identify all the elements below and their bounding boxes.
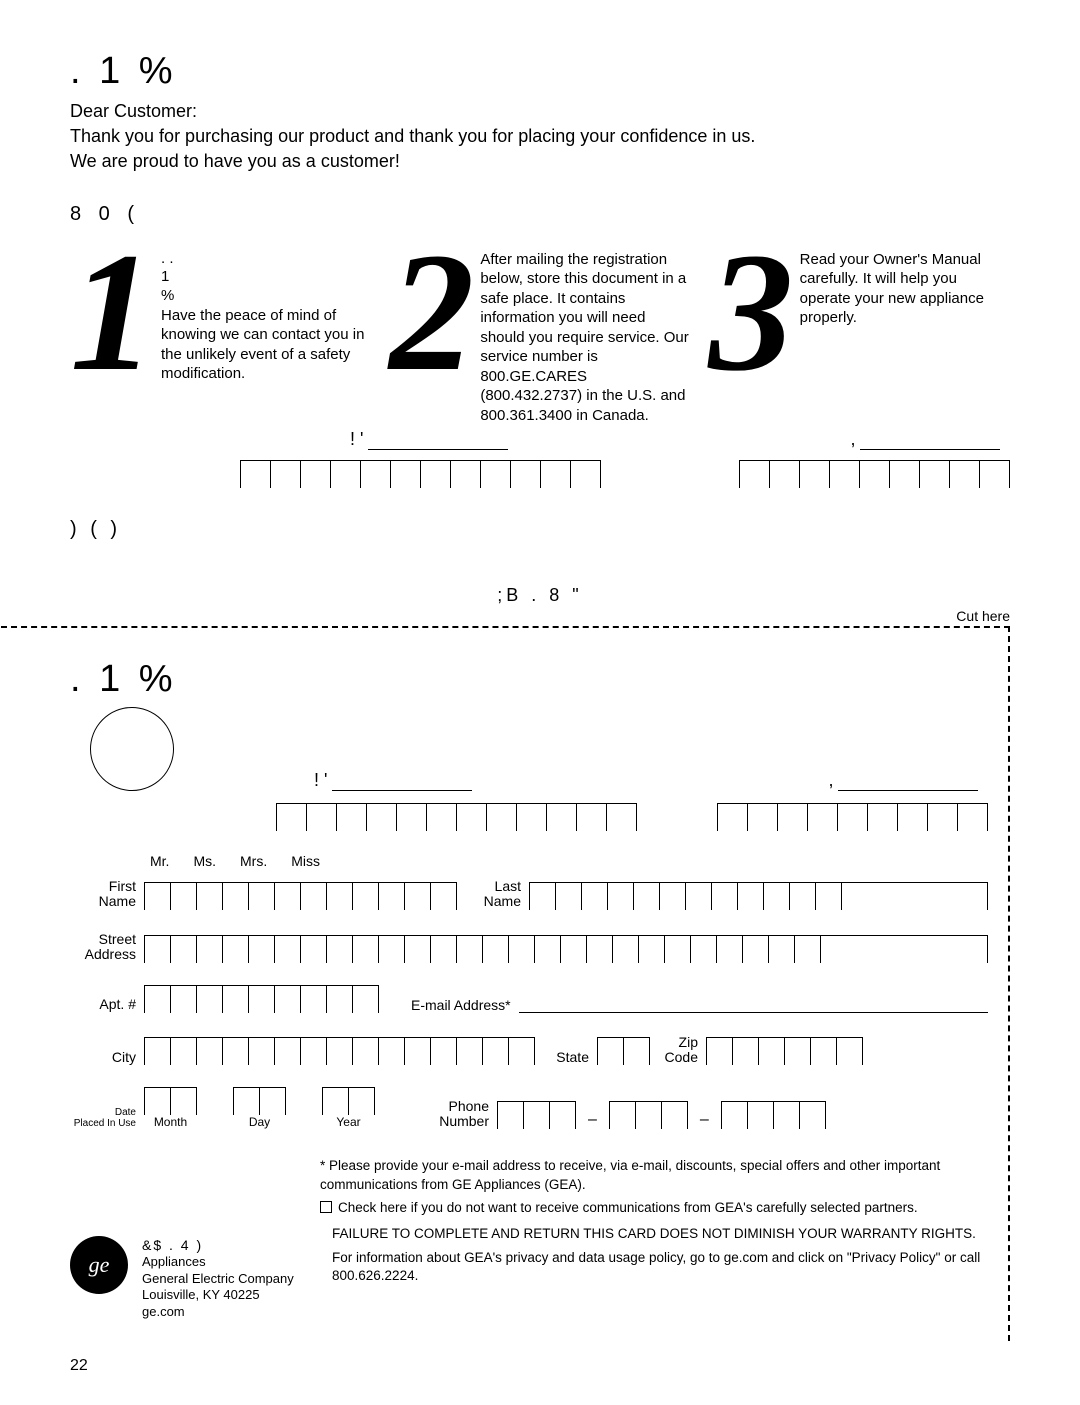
label-phone: Phone Number (423, 1099, 489, 1130)
phone-b-boxes[interactable] (609, 1101, 688, 1129)
optout-checkbox[interactable] (320, 1201, 332, 1213)
row-city-state-zip: City State Zip Code (70, 1035, 988, 1066)
day-boxes[interactable] (233, 1087, 286, 1115)
header-glyph: . 1 % (70, 50, 1010, 93)
label-street: Street Address (70, 932, 136, 963)
step-3-body: Read your Owner's Manual carefully. It w… (800, 250, 1010, 328)
model-boxes-2[interactable] (276, 803, 637, 831)
row-date-phone: Date Placed In Use Month Day Year (70, 1087, 988, 1129)
optout-text: Check here if you do not want to receive… (338, 1200, 918, 1215)
model-underline[interactable] (368, 432, 508, 450)
label-first-name: First Name (70, 879, 136, 910)
row-street: Street Address (70, 932, 988, 963)
zip-boxes[interactable] (706, 1037, 863, 1065)
last-name-boxes[interactable] (529, 882, 988, 910)
title-ms[interactable]: Ms. (193, 853, 216, 869)
model-label-2: ! ' (314, 770, 327, 790)
company-line2: General Electric Company (142, 1271, 294, 1288)
serial-boxes-2[interactable] (717, 803, 988, 831)
row-name: First Name Last Name (70, 879, 988, 910)
fold-line: ;B . 8 " (70, 585, 1010, 606)
model-serial-boxes (70, 460, 1010, 488)
stamp-row: ! ' , (70, 707, 988, 791)
phone-dash-1: – (584, 1111, 601, 1129)
steps-heading: 8 0 ( (70, 203, 1010, 226)
row-apt-email: Apt. # E-mail Address* (70, 985, 988, 1013)
state-boxes[interactable] (597, 1037, 650, 1065)
model-serial-boxes-2 (70, 803, 988, 831)
ge-logo-icon: ge (70, 1236, 128, 1294)
step-1-number: 1 (70, 240, 155, 385)
serial-underline-2[interactable] (838, 773, 978, 791)
warranty-text-1: FAILURE TO COMPLETE AND RETURN THIS CARD… (332, 1225, 988, 1243)
label-year: Year (322, 1115, 375, 1129)
staple-line: ) ( ) (70, 518, 1010, 541)
model-label: ! ' (350, 429, 363, 449)
year-boxes[interactable] (322, 1087, 375, 1115)
month-boxes[interactable] (144, 1087, 197, 1115)
serial-label: , (851, 429, 856, 449)
greeting-block: Dear Customer: Thank you for purchasing … (70, 99, 1010, 175)
label-day: Day (233, 1115, 286, 1129)
registration-card: . 1 % ! ' , (0, 626, 1010, 1341)
steps-row: 1 . . 1 % Have the peace of mind of know… (70, 240, 1010, 426)
city-boxes[interactable] (144, 1037, 535, 1065)
label-last-name: Last Name (465, 879, 521, 910)
email-line[interactable] (519, 993, 988, 1013)
label-zip: Zip Code (658, 1035, 698, 1066)
label-state: State (543, 1050, 589, 1065)
step-1-body: Have the peace of mind of knowing we can… (161, 306, 371, 384)
brand-glyph: &$ . 4 ) (142, 1236, 294, 1254)
step-3: 3 Read your Owner's Manual carefully. It… (709, 240, 1010, 426)
street-boxes[interactable] (144, 935, 988, 963)
title-mrs[interactable]: Mrs. (240, 853, 267, 869)
phone-c-boxes[interactable] (721, 1101, 826, 1129)
label-month: Month (144, 1115, 197, 1129)
company-line3: Louisville, KY 40225 (142, 1287, 294, 1304)
label-city: City (70, 1050, 136, 1065)
greeting-line1: Dear Customer: (70, 99, 1010, 124)
title-miss[interactable]: Miss (291, 853, 320, 869)
apt-boxes[interactable] (144, 985, 379, 1013)
serial-label-2: , (829, 770, 834, 790)
registration-title: . 1 % (70, 658, 988, 701)
phone-dash-2: – (696, 1111, 713, 1129)
phone-a-boxes[interactable] (497, 1101, 576, 1129)
stamp-circle (82, 699, 182, 799)
model-underline-2[interactable] (332, 773, 472, 791)
company-line4: ge.com (142, 1304, 294, 1321)
page-number: 22 (70, 1357, 1010, 1375)
cut-here-label: Cut here (956, 608, 1010, 624)
step-2: 2 After mailing the registration below, … (389, 240, 690, 426)
greeting-line3: We are proud to have you as a customer! (70, 149, 1010, 174)
greeting-line2: Thank you for purchasing our product and… (70, 124, 1010, 149)
step-3-number: 3 (709, 240, 794, 385)
label-email: E-mail Address* (411, 997, 511, 1013)
title-mr[interactable]: Mr. (150, 853, 169, 869)
serial-boxes[interactable] (739, 460, 1010, 488)
model-serial-labels: ! ' , (70, 429, 1010, 450)
model-boxes[interactable] (240, 460, 601, 488)
first-name-boxes[interactable] (144, 882, 457, 910)
label-date: Date Placed In Use (70, 1107, 136, 1129)
company-line1: Appliances (142, 1254, 294, 1271)
step-2-body: After mailing the registration below, st… (480, 250, 690, 426)
step-2-number: 2 (389, 240, 474, 385)
serial-underline[interactable] (860, 432, 1000, 450)
label-apt: Apt. # (70, 997, 136, 1012)
footnote-email: * Please provide your e-mail address to … (320, 1157, 988, 1193)
step-1-glyph: . . 1 % (161, 250, 371, 306)
step-1: 1 . . 1 % Have the peace of mind of know… (70, 240, 371, 426)
titles-row: Mr. Ms. Mrs. Miss (150, 853, 988, 869)
